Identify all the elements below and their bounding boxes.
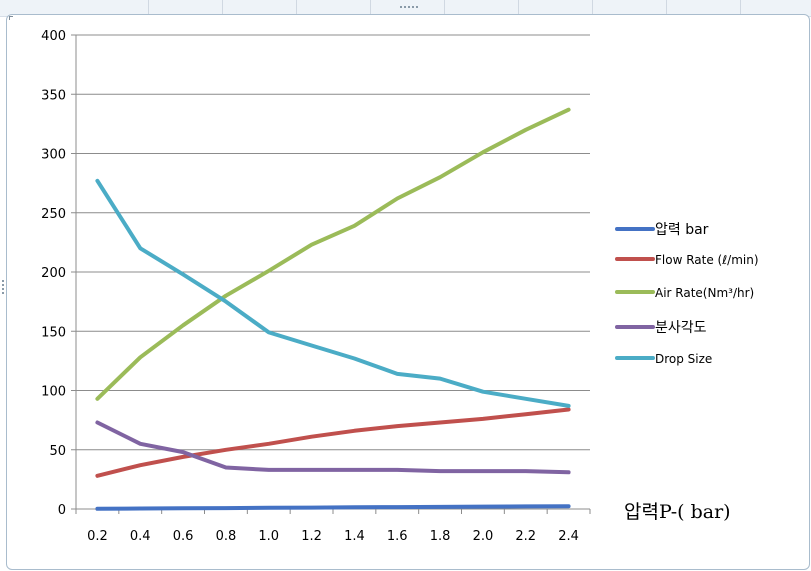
- x-tick-label: 0.8: [216, 529, 237, 544]
- x-tick-label: 2.2: [515, 529, 536, 544]
- chart-corner-handle[interactable]: [9, 16, 13, 20]
- x-tick-label: 1.6: [387, 529, 408, 544]
- legend-label: 압력 bar: [655, 222, 709, 238]
- y-tick-label: 200: [41, 266, 66, 281]
- x-axis-title: 압력P-( bar): [624, 501, 731, 523]
- x-tick-label: 1.4: [344, 529, 365, 544]
- axes: 0 50 100 150 200 250 300 350 400 0.2 0.4 0.6 0.8 1.0 1…: [41, 29, 591, 544]
- legend-label: Drop Size: [655, 352, 712, 366]
- legend-label: Flow Rate (ℓ/min): [655, 253, 759, 267]
- series-line: [95, 178, 571, 408]
- x-tick-label: 0.6: [173, 529, 194, 544]
- x-tick-label: 2.4: [558, 529, 579, 544]
- x-tick-label: 1.2: [301, 529, 322, 544]
- series-line: [95, 107, 571, 401]
- y-tick-label: 300: [41, 148, 66, 163]
- x-tick-label: 2.0: [473, 529, 494, 544]
- gridlines: [76, 34, 590, 451]
- series-line: [95, 420, 571, 475]
- legend[interactable]: 압력 bar Flow Rate (ℓ/min) Air Rate(Nm³/hr) 분…: [615, 222, 759, 366]
- chart-area[interactable]: [6, 14, 810, 570]
- legend-label: Air Rate(Nm³/hr): [655, 286, 754, 300]
- x-tick-label: 0.2: [87, 529, 108, 544]
- series-line: [95, 504, 571, 511]
- series-line: [95, 407, 571, 478]
- chart-resize-handle-left[interactable]: [2, 280, 5, 294]
- y-tick-label: 0: [58, 503, 66, 518]
- legend-label: 분사각도: [655, 320, 707, 336]
- y-tick-label: 250: [41, 207, 66, 222]
- series-lines: [95, 107, 571, 511]
- y-tick-label: 50: [49, 444, 66, 459]
- x-tick-label: 0.4: [130, 529, 151, 544]
- y-tick-label: 350: [41, 88, 66, 103]
- x-tick-label: 1.0: [258, 529, 279, 544]
- y-tick-label: 150: [41, 325, 66, 340]
- y-tick-label: 100: [41, 385, 66, 400]
- x-tick-label: 1.8: [430, 529, 451, 544]
- chart-resize-handle-top[interactable]: [398, 2, 422, 10]
- y-tick-label: 400: [41, 29, 66, 44]
